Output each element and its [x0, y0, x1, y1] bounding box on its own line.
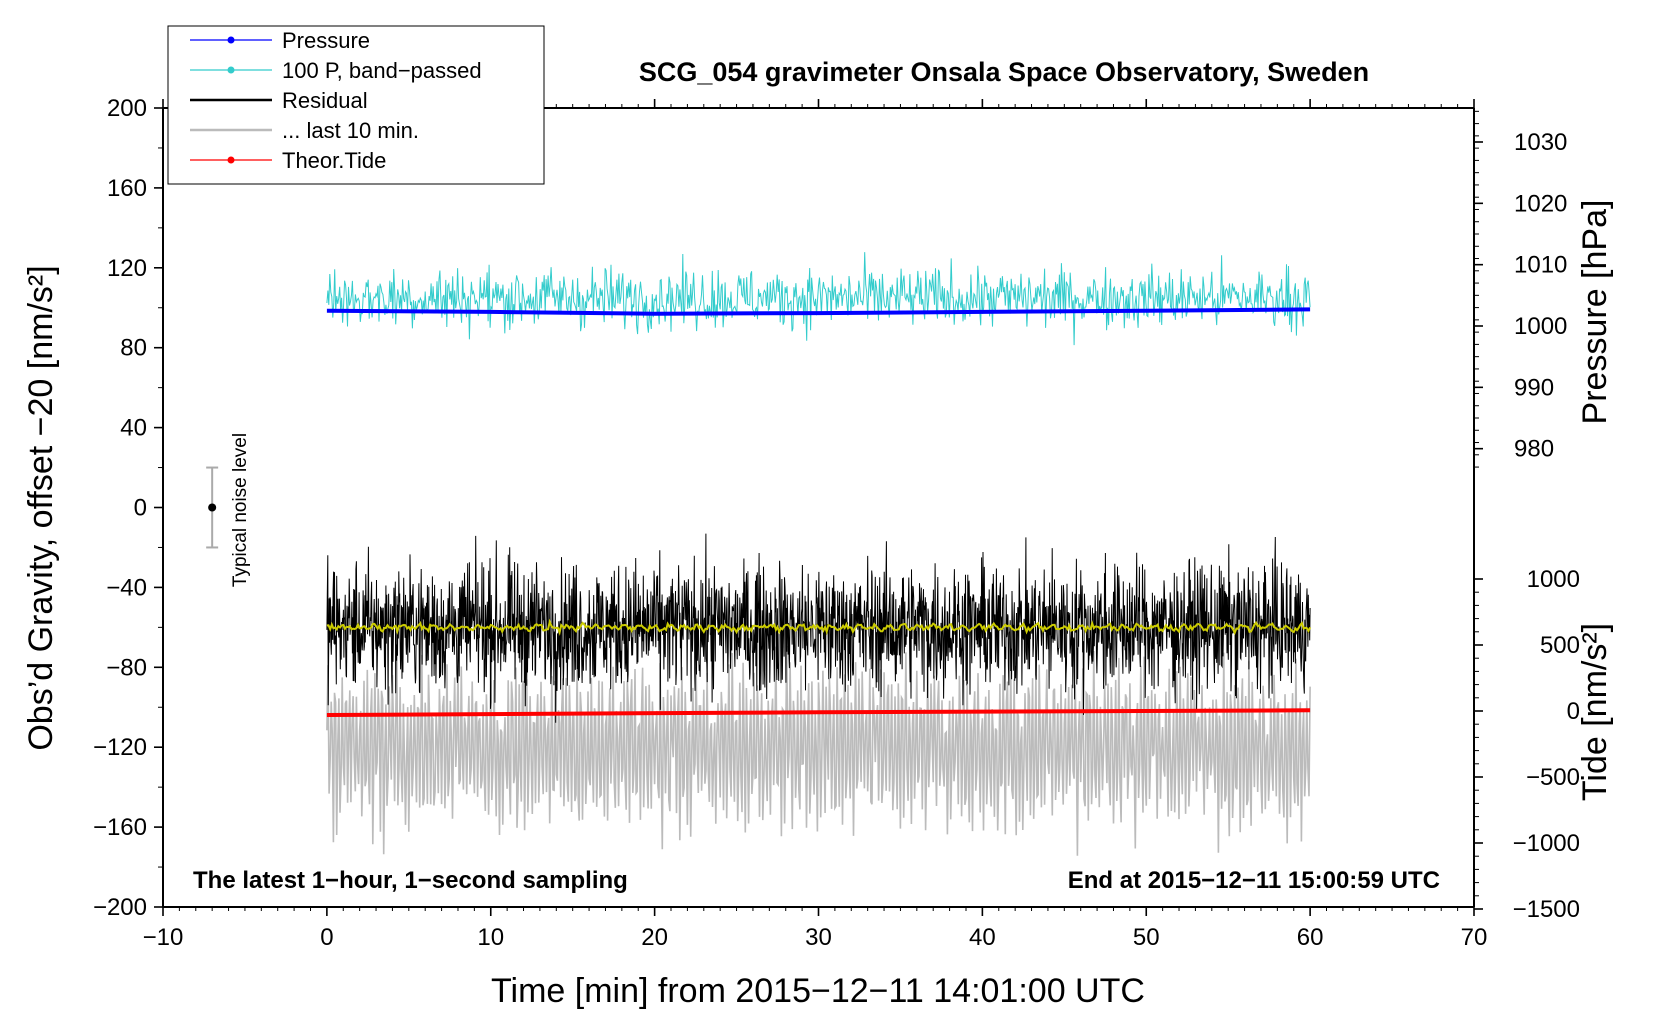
noise-indicator-label: Typical noise level	[230, 433, 251, 587]
legend: Pressure 100 P, band−passed Residual ... la…	[190, 28, 482, 173]
pressure-tick-label: 1020	[1514, 190, 1567, 217]
noise-indicator	[206, 466, 219, 549]
y-tick-label: 160	[107, 175, 147, 202]
series-pressure-line	[326, 307, 1311, 316]
series-tide-line	[326, 708, 1311, 717]
y-tick-label: 80	[120, 335, 147, 362]
legend-label: ... last 10 min.	[282, 118, 419, 143]
legend-label: Pressure	[282, 28, 370, 53]
tide-tick-label: −1500	[1513, 896, 1580, 923]
legend-label: Residual	[282, 88, 368, 113]
y-tick-label: 120	[107, 255, 147, 282]
legend-label: 100 P, band−passed	[282, 58, 482, 83]
y-tick-label: −200	[93, 894, 147, 921]
y-tick-label: −160	[93, 814, 147, 841]
tide-tick-label: −500	[1526, 764, 1580, 791]
tide-tick-label: 1000	[1527, 566, 1580, 593]
tide-tick-label: 0	[1567, 698, 1580, 725]
x-tick-label: 0	[320, 924, 333, 951]
pressure-tick-label: 990	[1514, 374, 1554, 401]
x-tick-label: −10	[143, 924, 184, 951]
y-tick-label: −40	[106, 574, 147, 601]
y-tick-label: 200	[107, 95, 147, 122]
legend-swatch-marker	[227, 66, 235, 74]
noise-point	[208, 503, 217, 512]
y-axis-title-pressure: Pressure [hPa]	[1576, 200, 1614, 425]
series-band-passed-line	[326, 252, 1311, 346]
legend-label: Theor.Tide	[282, 148, 386, 173]
x-tick-label: 40	[969, 924, 996, 951]
tide-tick-label: −1000	[1513, 830, 1580, 857]
pressure-tick-label: 980	[1514, 436, 1554, 463]
series-layer	[326, 252, 1312, 856]
tide-tick-label: 500	[1540, 632, 1580, 659]
x-tick-label: 70	[1461, 924, 1488, 951]
x-axis-title: Time [min] from 2015−12−11 14:01:00 UTC	[491, 972, 1145, 1010]
x-tick-label: 30	[805, 924, 832, 951]
y-axis-title-left: Obs’d Gravity, offset −20 [nm/s²]	[22, 265, 60, 750]
x-tick-label: 10	[477, 924, 504, 951]
pressure-tick-label: 1000	[1514, 313, 1567, 340]
ticks-layer: −10 0 10 20 30 40 50 60 70−200−160−120−80−400408…	[93, 95, 1580, 951]
series-smoothed-line	[326, 618, 1312, 636]
series-residual-line	[326, 533, 1311, 723]
chart-title: SCG_054 gravimeter Onsala Space Observat…	[639, 57, 1369, 87]
x-tick-label: 20	[641, 924, 668, 951]
note-left: The latest 1−hour, 1−second sampling	[193, 867, 628, 894]
legend-swatch-marker	[227, 36, 235, 44]
y-tick-label: −80	[106, 654, 147, 681]
y-tick-label: −120	[93, 734, 147, 761]
y-tick-label: 40	[120, 415, 147, 442]
pressure-tick-label: 1010	[1514, 252, 1567, 279]
note-right: End at 2015−12−11 15:00:59 UTC	[1068, 867, 1440, 894]
y-tick-label: 0	[134, 495, 147, 522]
legend-swatch-marker	[227, 156, 235, 164]
x-tick-label: 50	[1133, 924, 1160, 951]
pressure-tick-label: 1030	[1514, 129, 1567, 156]
x-tick-label: 60	[1297, 924, 1324, 951]
y-axis-title-tide: Tide [nm/s²]	[1576, 623, 1614, 801]
